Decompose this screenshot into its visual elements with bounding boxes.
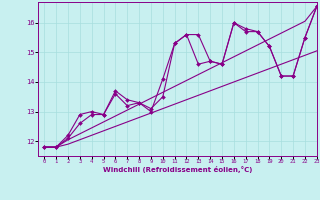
X-axis label: Windchill (Refroidissement éolien,°C): Windchill (Refroidissement éolien,°C) — [103, 166, 252, 173]
